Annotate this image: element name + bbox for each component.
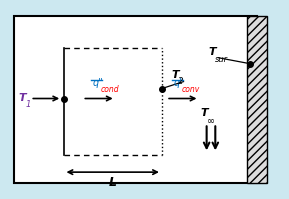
Text: 1: 1	[25, 100, 31, 109]
Text: q": q"	[173, 78, 184, 88]
Text: 2: 2	[178, 77, 184, 87]
Text: q": q"	[92, 78, 103, 88]
Bar	[14, 16, 257, 183]
Bar	[247, 16, 267, 183]
Text: sur: sur	[214, 55, 227, 64]
Text: T: T	[172, 70, 179, 80]
Text: T: T	[19, 93, 26, 102]
Text: T: T	[208, 47, 216, 57]
Text: L: L	[109, 176, 117, 189]
Text: T: T	[201, 108, 208, 118]
Text: cond: cond	[100, 85, 119, 94]
Text: conv: conv	[181, 85, 199, 94]
Text: ∞: ∞	[207, 116, 215, 126]
